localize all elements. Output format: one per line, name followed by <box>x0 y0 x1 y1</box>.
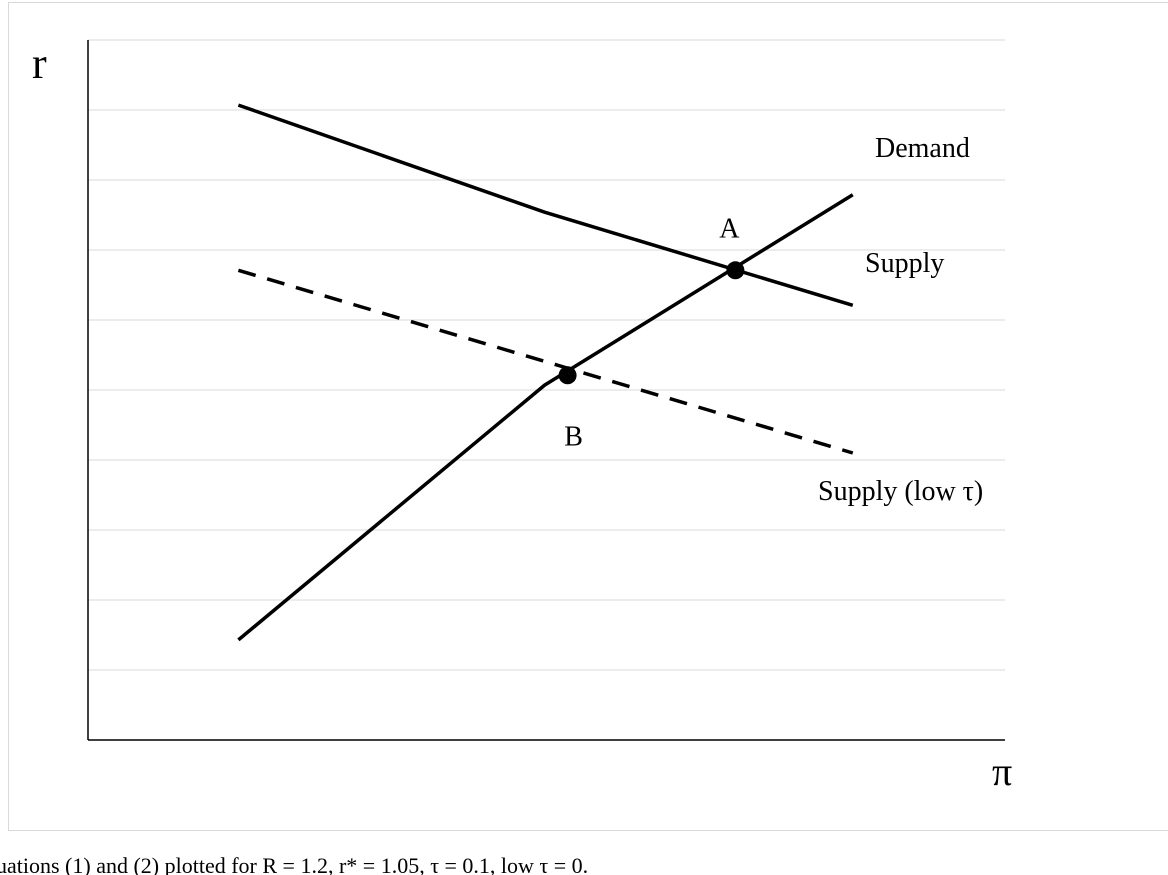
equilibrium-point <box>726 261 745 280</box>
caption: uations (1) and (2) plotted for R = 1.2,… <box>0 853 588 875</box>
series-label: Supply (low τ) <box>818 476 983 507</box>
point-label: B <box>564 421 583 452</box>
point-label: A <box>719 213 740 244</box>
series-label: Demand <box>875 133 970 164</box>
y-axis-label: r <box>32 39 47 88</box>
equilibrium-point <box>558 366 577 385</box>
series-label: Supply <box>865 248 944 279</box>
x-axis-label: π <box>992 749 1012 794</box>
series-line <box>237 193 854 642</box>
series-line <box>237 103 854 307</box>
chart-frame <box>8 2 1168 831</box>
series-line <box>237 268 854 455</box>
